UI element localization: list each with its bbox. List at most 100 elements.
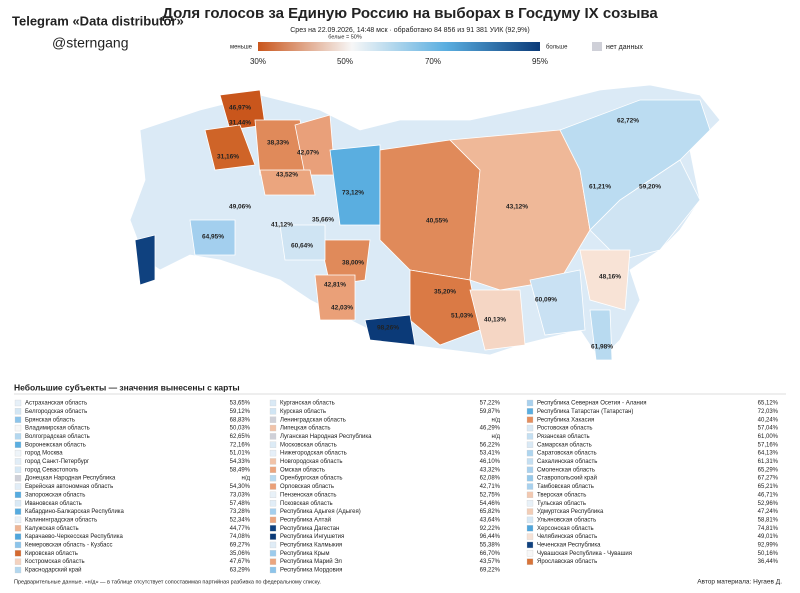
- region-value: 74,81%: [758, 526, 779, 532]
- map-label: 40,13%: [484, 317, 506, 324]
- swatch: [269, 408, 277, 415]
- region-name: Оренбургская область: [280, 476, 343, 482]
- legend-bar: [258, 42, 540, 51]
- region-value: 51,01%: [230, 451, 251, 457]
- map-label: 31,44%: [229, 120, 251, 127]
- swatch: [14, 466, 22, 473]
- region-name: Смоленская область: [537, 467, 595, 473]
- region-value: 65,21%: [758, 484, 779, 490]
- region-value: 57,04%: [758, 426, 779, 432]
- swatch: [526, 491, 534, 499]
- region-name: Воронежская область: [25, 442, 86, 448]
- region-value: 46,71%: [758, 492, 779, 498]
- region-name: Кировская область: [25, 551, 78, 557]
- region-name: Саратовская область: [537, 451, 597, 457]
- region: [579, 249, 631, 311]
- region-name: Астраханская область: [25, 401, 87, 407]
- region-name: Ставропольский край: [537, 475, 597, 482]
- region-name: Московская область: [280, 442, 337, 448]
- swatch: [269, 525, 277, 532]
- region-value: 52,96%: [758, 501, 779, 507]
- region-value: 65,82%: [480, 509, 501, 515]
- region-name: Ростовская область: [537, 426, 592, 432]
- region: [204, 124, 256, 171]
- region-name: Ярославская область: [537, 559, 597, 565]
- map-label: 60,09%: [535, 297, 557, 304]
- region-name: Краснодарский край: [25, 567, 82, 574]
- map-label: 38,00%: [342, 260, 364, 267]
- region-name: Псковская область: [280, 501, 333, 507]
- region-value: 58,49%: [230, 467, 251, 473]
- region-value: 54,33%: [230, 459, 251, 465]
- region-name: Белгородская область: [25, 409, 87, 415]
- region-name: Самарская область: [537, 442, 592, 448]
- swatch: [269, 566, 277, 574]
- region-name: Пензенская область: [280, 492, 337, 498]
- region-name: Ленинградская область: [280, 417, 346, 423]
- swatch: [526, 458, 534, 465]
- region-value: 47,67%: [230, 559, 251, 565]
- region-value: 58,81%: [758, 517, 779, 523]
- no-data-label: нет данных: [606, 44, 643, 51]
- swatch: [14, 550, 22, 557]
- swatch: [526, 500, 534, 507]
- swatch: [269, 516, 277, 524]
- region-name: Нижегородская область: [280, 451, 347, 457]
- swatch: [269, 550, 277, 557]
- swatch: [526, 424, 534, 432]
- region-value: 92,22%: [480, 526, 501, 532]
- map-label: 40,55%: [426, 218, 448, 225]
- swatch: [526, 533, 534, 540]
- region-value: 49,01%: [758, 534, 779, 540]
- swatch: [526, 399, 534, 407]
- region-name: Тамбовская область: [537, 484, 594, 490]
- swatch: [269, 508, 277, 515]
- region-value: 61,00%: [758, 434, 779, 440]
- swatch: [526, 441, 534, 448]
- region-value: 57,22%: [480, 401, 501, 407]
- map-label: 73,12%: [342, 190, 364, 197]
- region-value: 46,29%: [480, 426, 501, 432]
- region-value: 59,87%: [480, 409, 501, 415]
- region-name: Липецкая область: [280, 426, 331, 432]
- region: [409, 269, 481, 346]
- swatch: [269, 458, 277, 465]
- swatch: [14, 458, 22, 465]
- region-value: н/д: [492, 434, 501, 440]
- region-name: Курганская область: [280, 401, 335, 407]
- no-data-swatch: [592, 42, 602, 51]
- region-name: Рязанская область: [537, 434, 590, 440]
- swatch: [14, 533, 22, 540]
- region-name: Кемеровская область - Кузбасс: [25, 543, 112, 549]
- region-value: 53,65%: [230, 401, 251, 407]
- map-label: 61,21%: [589, 184, 611, 191]
- region-name: Калужская область: [25, 526, 79, 532]
- region-name: Республика Мордовия: [280, 568, 342, 574]
- swatch: [14, 441, 22, 448]
- map-label: 60,64%: [291, 243, 313, 250]
- region-name: Республика Ингушетия: [280, 534, 344, 540]
- region: [319, 239, 371, 286]
- region-name: Владимирская область: [25, 426, 90, 432]
- region-name: Херсонская область: [537, 526, 594, 532]
- map-label: 42,81%: [324, 282, 346, 289]
- swatch: [526, 516, 534, 524]
- region-name: Удмуртская Республика: [537, 509, 604, 515]
- legend-stop: 30%: [250, 57, 266, 66]
- region-value: 65,29%: [758, 467, 779, 473]
- region-value: 57,48%: [230, 501, 251, 507]
- region-value: 73,03%: [230, 492, 251, 498]
- region-value: 63,29%: [230, 568, 251, 574]
- region-value: 52,75%: [480, 492, 501, 498]
- swatch: [269, 491, 277, 499]
- swatch: [526, 474, 534, 482]
- map-label: 61,98%: [591, 344, 613, 351]
- region-value: 74,08%: [230, 534, 251, 540]
- swatch: [269, 441, 277, 448]
- map-label: 41,12%: [271, 222, 293, 229]
- region-value: 69,22%: [480, 568, 501, 574]
- swatch: [269, 558, 277, 565]
- swatch: [269, 399, 277, 407]
- swatch: [526, 550, 534, 557]
